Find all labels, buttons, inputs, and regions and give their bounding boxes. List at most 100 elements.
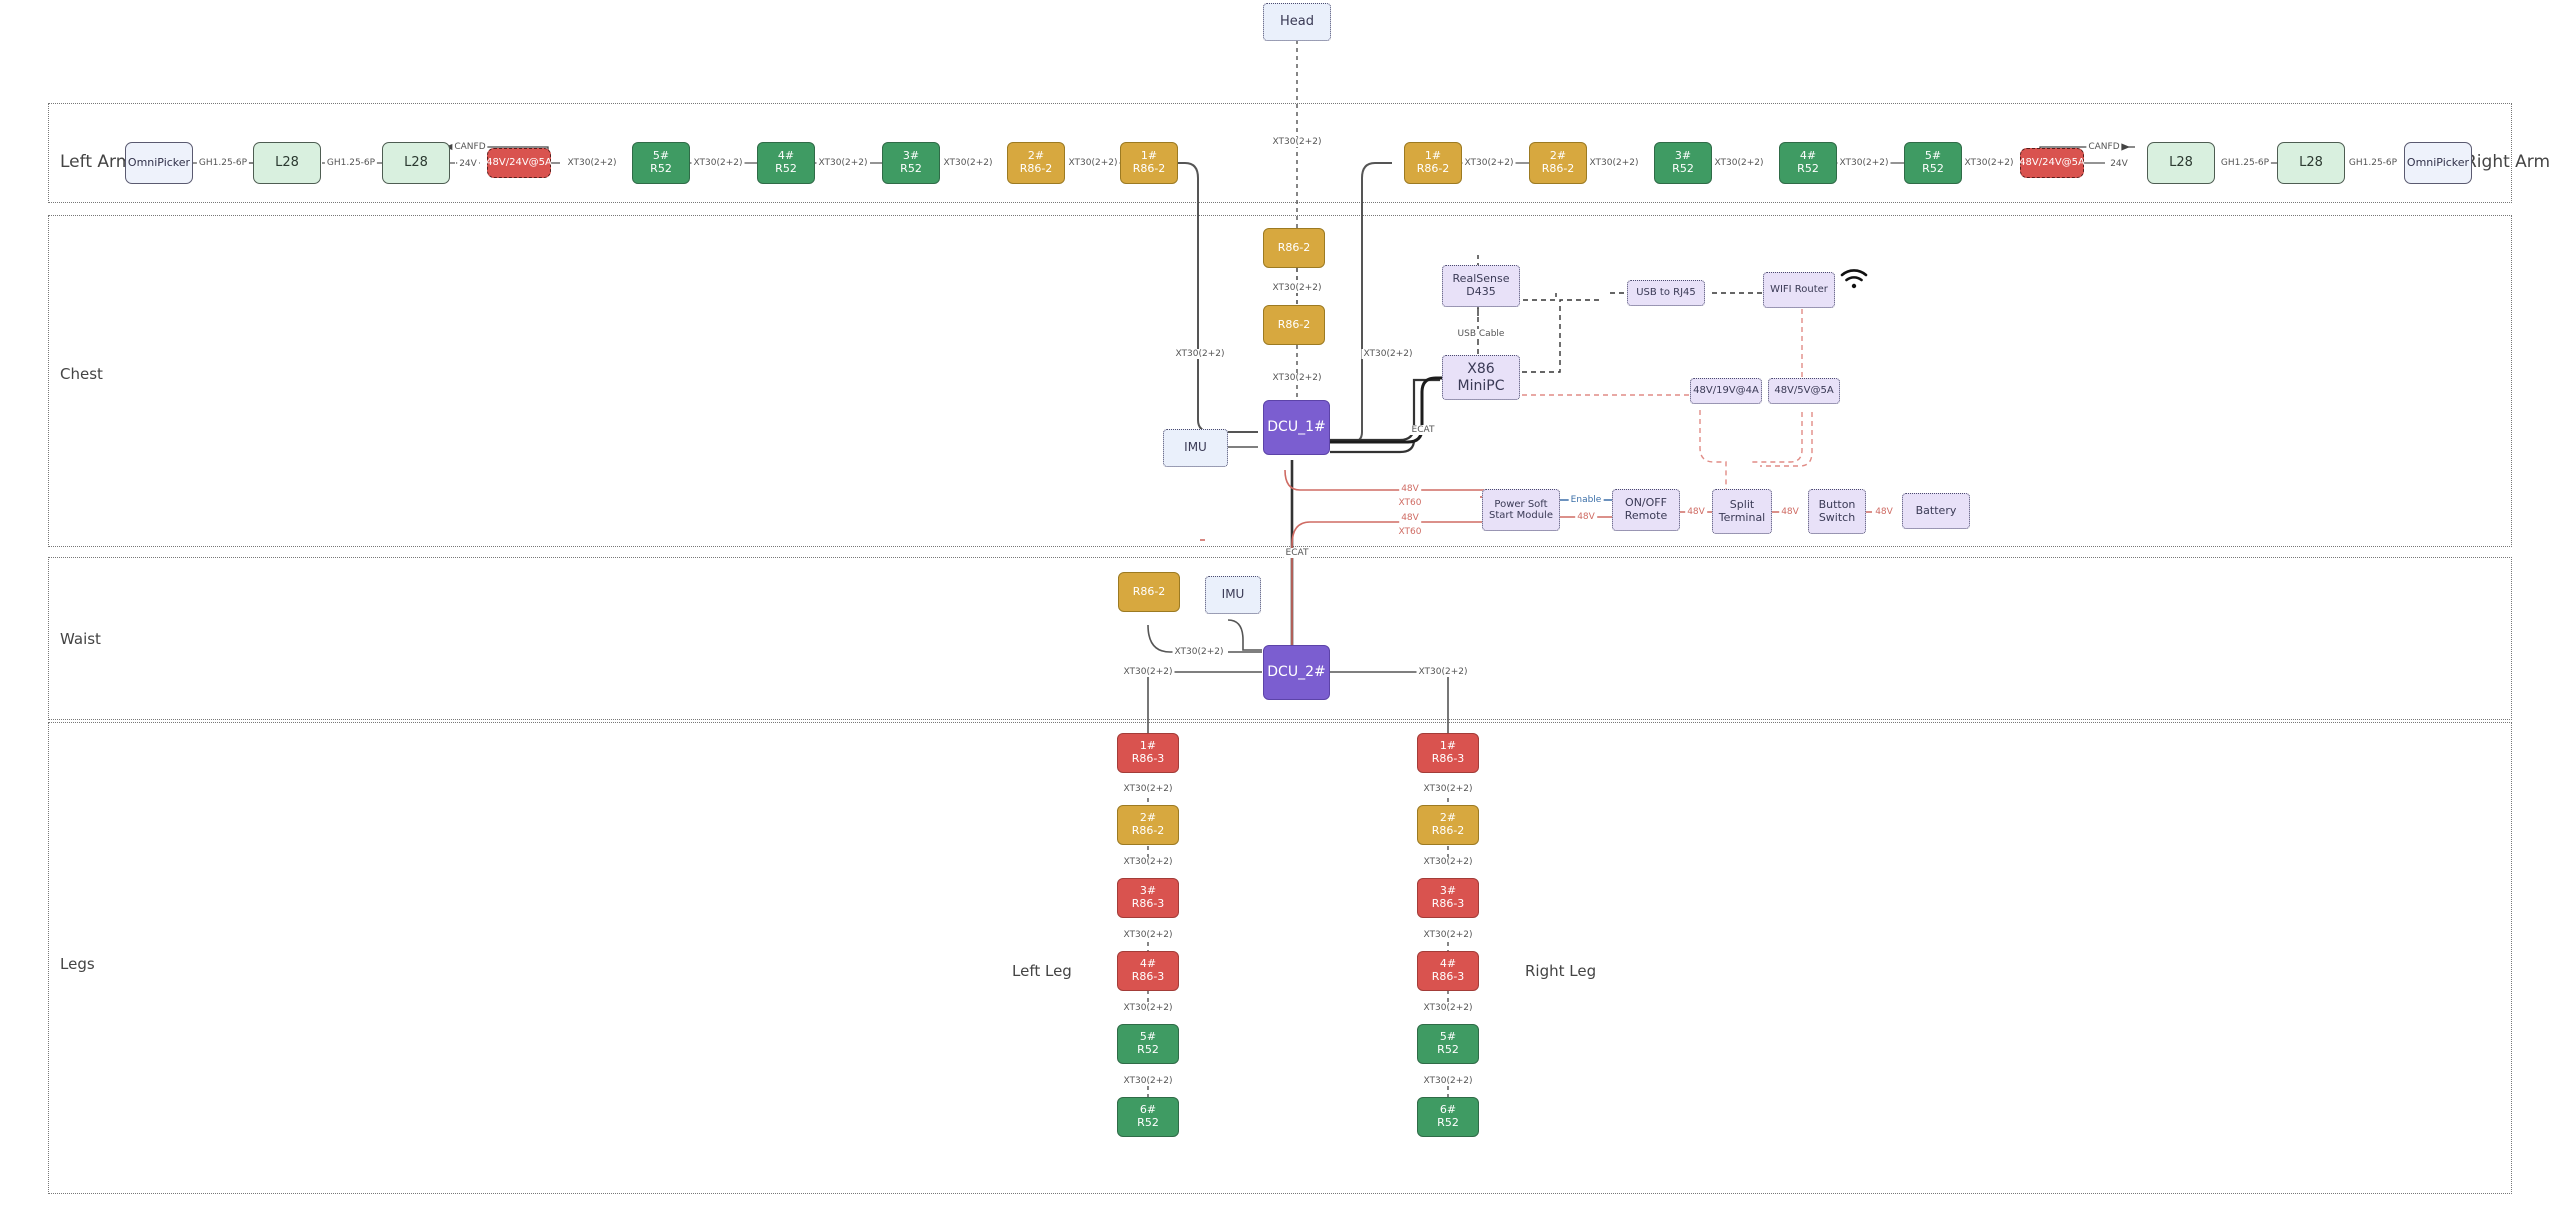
node-left-arm-l28-1[interactable]: L28 bbox=[253, 142, 321, 184]
node-neck-r86-1[interactable]: R86-2 bbox=[1263, 228, 1325, 268]
node-usb-to-rj45[interactable]: USB to RJ45 bbox=[1627, 280, 1705, 306]
wire-label-48v-d: 48V bbox=[1779, 507, 1801, 517]
node-label-line1: Split bbox=[1729, 497, 1755, 511]
node-label: 48V/24V@5A bbox=[486, 157, 552, 169]
wire-label-rl-xt30-2: XT30(2+2) bbox=[1421, 857, 1475, 867]
node-waist-r86-2[interactable]: R86-2 bbox=[1118, 572, 1180, 612]
node-label-model: R52 bbox=[1137, 1116, 1159, 1129]
node-left-arm-omnipicker[interactable]: OmniPicker bbox=[125, 142, 193, 184]
node-label-index: 1# bbox=[1439, 739, 1457, 753]
node-onoff-remote[interactable]: ON/OFF Remote bbox=[1612, 489, 1680, 531]
node-right-arm-l28-1[interactable]: L28 bbox=[2147, 142, 2215, 184]
section-label-left-arm: Left Arm bbox=[60, 152, 133, 172]
node-right-leg-4[interactable]: 4# R86-3 bbox=[1417, 951, 1479, 991]
node-realsense[interactable]: RealSense D435 bbox=[1442, 265, 1520, 307]
node-head[interactable]: Head bbox=[1263, 3, 1331, 41]
node-left-leg-3[interactable]: 3# R86-3 bbox=[1117, 878, 1179, 918]
wire-label-usb-cable: USB Cable bbox=[1455, 329, 1507, 339]
section-box-waist bbox=[48, 557, 2512, 720]
node-left-arm-3[interactable]: 3# R52 bbox=[882, 142, 940, 184]
node-x86-minipc[interactable]: X86 MiniPC bbox=[1442, 355, 1520, 400]
node-right-arm-l28-2[interactable]: L28 bbox=[2277, 142, 2345, 184]
wire-label-ll-xt30-1: XT30(2+2) bbox=[1121, 784, 1175, 794]
node-right-leg-1[interactable]: 1# R86-3 bbox=[1417, 733, 1479, 773]
node-label-line1: Button bbox=[1818, 497, 1856, 511]
node-waist-imu[interactable]: IMU bbox=[1205, 576, 1261, 614]
node-label-model: R86-2 bbox=[1131, 824, 1165, 837]
node-label-index: 4# bbox=[777, 149, 795, 163]
node-label-line2: Switch bbox=[1818, 510, 1856, 524]
node-converter-19v[interactable]: 48V/19V@4A bbox=[1690, 378, 1762, 404]
node-label-model: R86-3 bbox=[1431, 897, 1465, 910]
node-label: DCU_2# bbox=[1267, 664, 1326, 681]
wire-label-ra-xt30-1: XT30(2+2) bbox=[1462, 158, 1516, 168]
node-label-line1: Power Soft bbox=[1494, 498, 1548, 510]
wire-label-ra-xt30-2: XT30(2+2) bbox=[1587, 158, 1641, 168]
node-right-arm-3[interactable]: 3# R52 bbox=[1654, 142, 1712, 184]
node-left-leg-1[interactable]: 1# R86-3 bbox=[1117, 733, 1179, 773]
node-label: Battery bbox=[1915, 503, 1957, 517]
section-box-chest bbox=[48, 215, 2512, 547]
node-button-switch[interactable]: Button Switch bbox=[1808, 489, 1866, 534]
node-label-model: R52 bbox=[900, 162, 922, 175]
wire-label-ecat-bus: ECAT bbox=[1283, 548, 1311, 558]
node-power-soft-start[interactable]: Power Soft Start Module bbox=[1482, 489, 1560, 531]
node-right-arm-5[interactable]: 5# R52 bbox=[1904, 142, 1962, 184]
node-label-model: R52 bbox=[1137, 1043, 1159, 1056]
wire-label-ll-xt30-3: XT30(2+2) bbox=[1121, 930, 1175, 940]
wire-label-la-xt30-2: XT30(2+2) bbox=[691, 158, 745, 168]
node-dcu-1[interactable]: DCU_1# bbox=[1263, 400, 1330, 455]
node-right-leg-3[interactable]: 3# R86-3 bbox=[1417, 878, 1479, 918]
node-label-index: 6# bbox=[1139, 1103, 1157, 1117]
node-wifi-router[interactable]: WIFI Router bbox=[1763, 272, 1835, 308]
node-right-arm-2[interactable]: 2# R86-2 bbox=[1529, 142, 1587, 184]
node-neck-r86-2[interactable]: R86-2 bbox=[1263, 305, 1325, 345]
node-dcu-2[interactable]: DCU_2# bbox=[1263, 645, 1330, 700]
node-left-arm-converter[interactable]: 48V/24V@5A bbox=[486, 148, 552, 178]
wire-label-48v-c: 48V bbox=[1685, 507, 1707, 517]
node-label: 48V/19V@4A bbox=[1693, 385, 1759, 397]
node-left-leg-6[interactable]: 6# R52 bbox=[1117, 1097, 1179, 1137]
node-right-arm-1[interactable]: 1# R86-2 bbox=[1404, 142, 1462, 184]
wire-label-head-xt30: XT30(2+2) bbox=[1270, 137, 1324, 147]
node-label-index: 5# bbox=[1924, 149, 1942, 163]
node-left-arm-1[interactable]: 1# R86-2 bbox=[1120, 142, 1178, 184]
node-left-arm-4[interactable]: 4# R52 bbox=[757, 142, 815, 184]
wire-label-la-drop-xt30: XT30(2+2) bbox=[1173, 349, 1227, 359]
node-label: DCU_1# bbox=[1267, 419, 1326, 436]
wire-label-48v-enable: 48V bbox=[1575, 512, 1597, 522]
node-battery[interactable]: Battery bbox=[1902, 493, 1970, 529]
node-right-leg-6[interactable]: 6# R52 bbox=[1417, 1097, 1479, 1137]
node-right-arm-converter[interactable]: 48V/24V@5A bbox=[2019, 148, 2085, 178]
node-label: L28 bbox=[2299, 154, 2323, 170]
node-label-model: R86-2 bbox=[1132, 162, 1166, 175]
node-left-leg-4[interactable]: 4# R86-3 bbox=[1117, 951, 1179, 991]
node-left-leg-2[interactable]: 2# R86-2 bbox=[1117, 805, 1179, 845]
node-label-index: 3# bbox=[1439, 884, 1457, 898]
wire-label-ra-24v: 24V bbox=[2108, 159, 2130, 169]
node-left-leg-5[interactable]: 5# R52 bbox=[1117, 1024, 1179, 1064]
node-right-leg-5[interactable]: 5# R52 bbox=[1417, 1024, 1479, 1064]
node-label-index: 5# bbox=[1139, 1030, 1157, 1044]
section-label-chest: Chest bbox=[60, 365, 103, 383]
node-converter-5v[interactable]: 48V/5V@5A bbox=[1768, 378, 1840, 404]
label-right-leg: Right Leg bbox=[1525, 962, 1597, 980]
node-right-leg-2[interactable]: 2# R86-2 bbox=[1417, 805, 1479, 845]
node-left-arm-5[interactable]: 5# R52 bbox=[632, 142, 690, 184]
node-left-arm-l28-2[interactable]: L28 bbox=[382, 142, 450, 184]
wire-label-rl-xt30-4: XT30(2+2) bbox=[1421, 1003, 1475, 1013]
node-right-arm-omnipicker[interactable]: OmniPicker bbox=[2404, 142, 2472, 184]
wire-label-rl-xt30-1: XT30(2+2) bbox=[1421, 784, 1475, 794]
node-left-arm-2[interactable]: 2# R86-2 bbox=[1007, 142, 1065, 184]
node-label-index: 4# bbox=[1139, 957, 1157, 971]
node-label: R86-2 bbox=[1277, 240, 1311, 254]
node-split-terminal[interactable]: Split Terminal bbox=[1712, 489, 1772, 534]
node-label-model: R86-3 bbox=[1431, 752, 1465, 765]
node-label-index: 5# bbox=[1439, 1030, 1457, 1044]
wire-label-ra-xt30-5: XT30(2+2) bbox=[1962, 158, 2016, 168]
node-label-index: 2# bbox=[1139, 811, 1157, 825]
node-label-model: R86-3 bbox=[1131, 970, 1165, 983]
node-right-arm-4[interactable]: 4# R52 bbox=[1779, 142, 1837, 184]
node-label-line2: Terminal bbox=[1718, 510, 1766, 524]
node-chest-imu[interactable]: IMU bbox=[1163, 429, 1228, 467]
